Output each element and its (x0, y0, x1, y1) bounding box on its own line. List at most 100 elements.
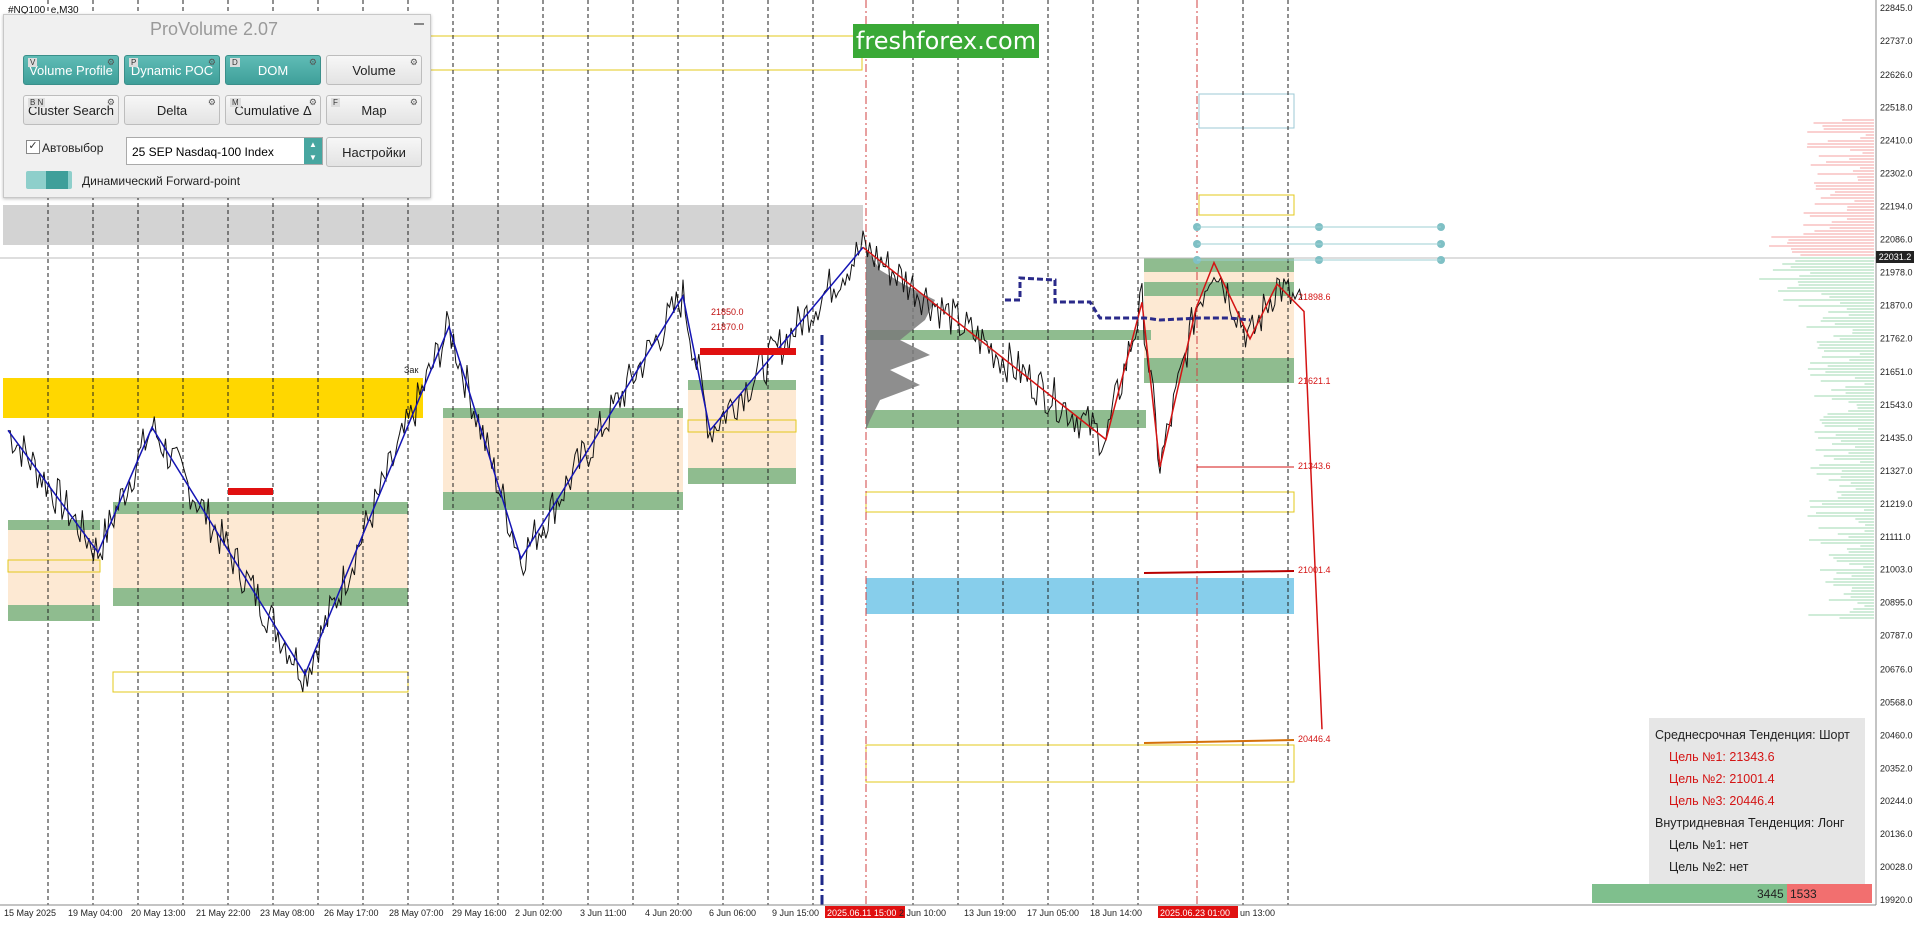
time-tick: 20 May 13:00 (131, 908, 186, 918)
map-button[interactable]: F ⚙ Map (326, 95, 422, 125)
gray-zone (3, 205, 863, 245)
dynamic-poc-button[interactable]: P ⚙ Dynamic POC (124, 55, 220, 85)
price-tick: 20787.0 (1880, 631, 1913, 641)
level-label: 21001.4 (1298, 565, 1331, 575)
level-label: 21898.6 (1298, 292, 1331, 302)
volume-profile (866, 248, 935, 430)
autoselect-label: Автовыбор (42, 141, 104, 155)
time-tick: 21 May 22:00 (196, 908, 251, 918)
time-tick: 19 May 04:00 (68, 908, 123, 918)
time-tick: 26 May 17:00 (324, 908, 379, 918)
time-highlight (1158, 906, 1238, 918)
price-tick: 22518.0 (1880, 103, 1913, 113)
price-tick: 22302.0 (1880, 169, 1913, 179)
sell-volume-bar (1787, 884, 1872, 903)
gear-icon: ⚙ (308, 57, 317, 67)
medium-target-2: Цель №2: 21001.4 (1669, 772, 1775, 786)
time-tick: 4 Jun 20:00 (645, 908, 692, 918)
gear-icon: ⚙ (409, 97, 418, 107)
price-tick: 22086.0 (1880, 234, 1913, 244)
shortcut-tag: D (230, 58, 240, 67)
lightblue-box (1198, 93, 1295, 129)
shortcut-tag: M (230, 98, 241, 107)
time-tick: 18 Jun 14:00 (1090, 908, 1142, 918)
time-tick: 6 Jun 06:00 (709, 908, 756, 918)
intraday-target-1: Цель №1: нет (1669, 838, 1749, 852)
price-axis: 22845.0 22737.0 22626.0 22518.0 22410.0 22302… (1880, 3, 1913, 905)
target-line-2 (1143, 570, 1295, 574)
volume-zones (8, 258, 1294, 621)
forward-point-toggle[interactable] (26, 171, 72, 189)
dynamic-poc (1005, 276, 1251, 322)
price-tick: 21003.0 (1880, 565, 1913, 575)
price-tick: 22845.0 (1880, 3, 1913, 13)
red-marker-2 (700, 348, 796, 355)
panel-title: ProVolume 2.07 (149, 19, 279, 39)
price-tick: 21327.0 (1880, 466, 1913, 476)
volume-profile-button[interactable]: V ⚙ Volume Profile (23, 55, 119, 85)
price-tick: 19920.0 (1880, 895, 1913, 905)
forward-point-label: Динамический Forward-point (82, 174, 241, 188)
settings-button[interactable]: Настройки (326, 137, 422, 167)
time-tick: 9 Jun 15:00 (772, 908, 819, 918)
dom-button[interactable]: D ⚙ DOM (225, 55, 321, 85)
minimize-icon[interactable] (414, 23, 424, 25)
level-label: 21870.0 (711, 322, 744, 332)
shortcut-tag: V (28, 58, 38, 67)
instrument-select[interactable]: 25 SEP Nasdaq-100 Index ▲ ▼ (126, 137, 323, 165)
symbol-label: #NQ100_e,M30 (8, 5, 79, 16)
sell-volume-value: 1533 (1790, 887, 1817, 901)
gear-icon: ⚙ (207, 97, 216, 107)
gear-icon: ⚙ (308, 97, 317, 107)
level-label: Зак (404, 365, 418, 375)
autoselect-checkbox[interactable]: ✓ (26, 140, 40, 154)
current-price-tag: 22031.2 (1876, 251, 1914, 263)
time-highlight (825, 906, 905, 918)
cumulative-delta-button[interactable]: M ⚙ Cumulative Δ (225, 95, 321, 125)
cluster-search-button[interactable]: B N ⚙ Cluster Search (23, 95, 119, 125)
level-label: 21621.1 (1298, 376, 1331, 386)
instrument-value: 25 SEP Nasdaq-100 Index (132, 145, 274, 159)
time-axis: 15 May 2025 19 May 04:00 20 May 13:00 21 Ma… (4, 906, 1275, 918)
price-candles (8, 230, 1303, 693)
price-tick: 21111.0 (1880, 532, 1911, 542)
buy-volume-bar (1592, 884, 1787, 903)
price-tick: 20352.0 (1880, 763, 1913, 773)
button-label: Cluster Search (28, 103, 114, 118)
button-label: Настройки (342, 145, 406, 160)
time-tick: 29 May 16:00 (452, 908, 507, 918)
button-label: Volume Profile (29, 63, 113, 78)
trend-info-box: Среднесрочная Тенденция: Шорт Цель №1: 2… (1649, 718, 1865, 886)
time-tick: 15 May 2025 (4, 908, 56, 918)
gold-zone (3, 378, 423, 418)
price-tick: 21978.0 (1880, 267, 1913, 277)
shortcut-tag: F (331, 98, 340, 107)
button-label: Volume (352, 63, 396, 78)
teal-lines (1197, 226, 1441, 261)
zigzag-blue (7, 246, 864, 676)
intraday-trend-label: Внутридневная Тенденция: Лонг (1655, 816, 1845, 830)
price-tick: 20895.0 (1880, 598, 1913, 608)
price-tick: 22194.0 (1880, 202, 1913, 212)
volume-button[interactable]: ⚙ Volume (326, 55, 422, 85)
zigzag-red (862, 246, 1323, 730)
shortcut-tag: P (129, 58, 139, 67)
delta-button[interactable]: ⚙ Delta (124, 95, 220, 125)
button-label: Delta (156, 103, 188, 118)
level-label: 20446.4 (1298, 734, 1331, 744)
price-tick: 20676.0 (1880, 664, 1913, 674)
time-tick: un 13:00 (1240, 908, 1275, 918)
intraday-target-2: Цель №2: нет (1669, 860, 1749, 874)
target-line-3 (1143, 739, 1295, 744)
button-label: Cumulative Δ (234, 103, 312, 118)
time-tick: 2 Jun 10:00 (899, 908, 946, 918)
red-marker-1 (228, 488, 273, 495)
stepper-icon[interactable]: ▲ ▼ (304, 138, 322, 164)
price-tick: 20136.0 (1880, 829, 1913, 839)
level-label: 21850.0 (711, 307, 744, 317)
price-tick: 22737.0 (1880, 36, 1913, 46)
medium-target-3: Цель №3: 20446.4 (1669, 794, 1775, 808)
time-tick: 3 Jun 11:00 (580, 908, 626, 918)
button-label: DOM (257, 63, 289, 78)
